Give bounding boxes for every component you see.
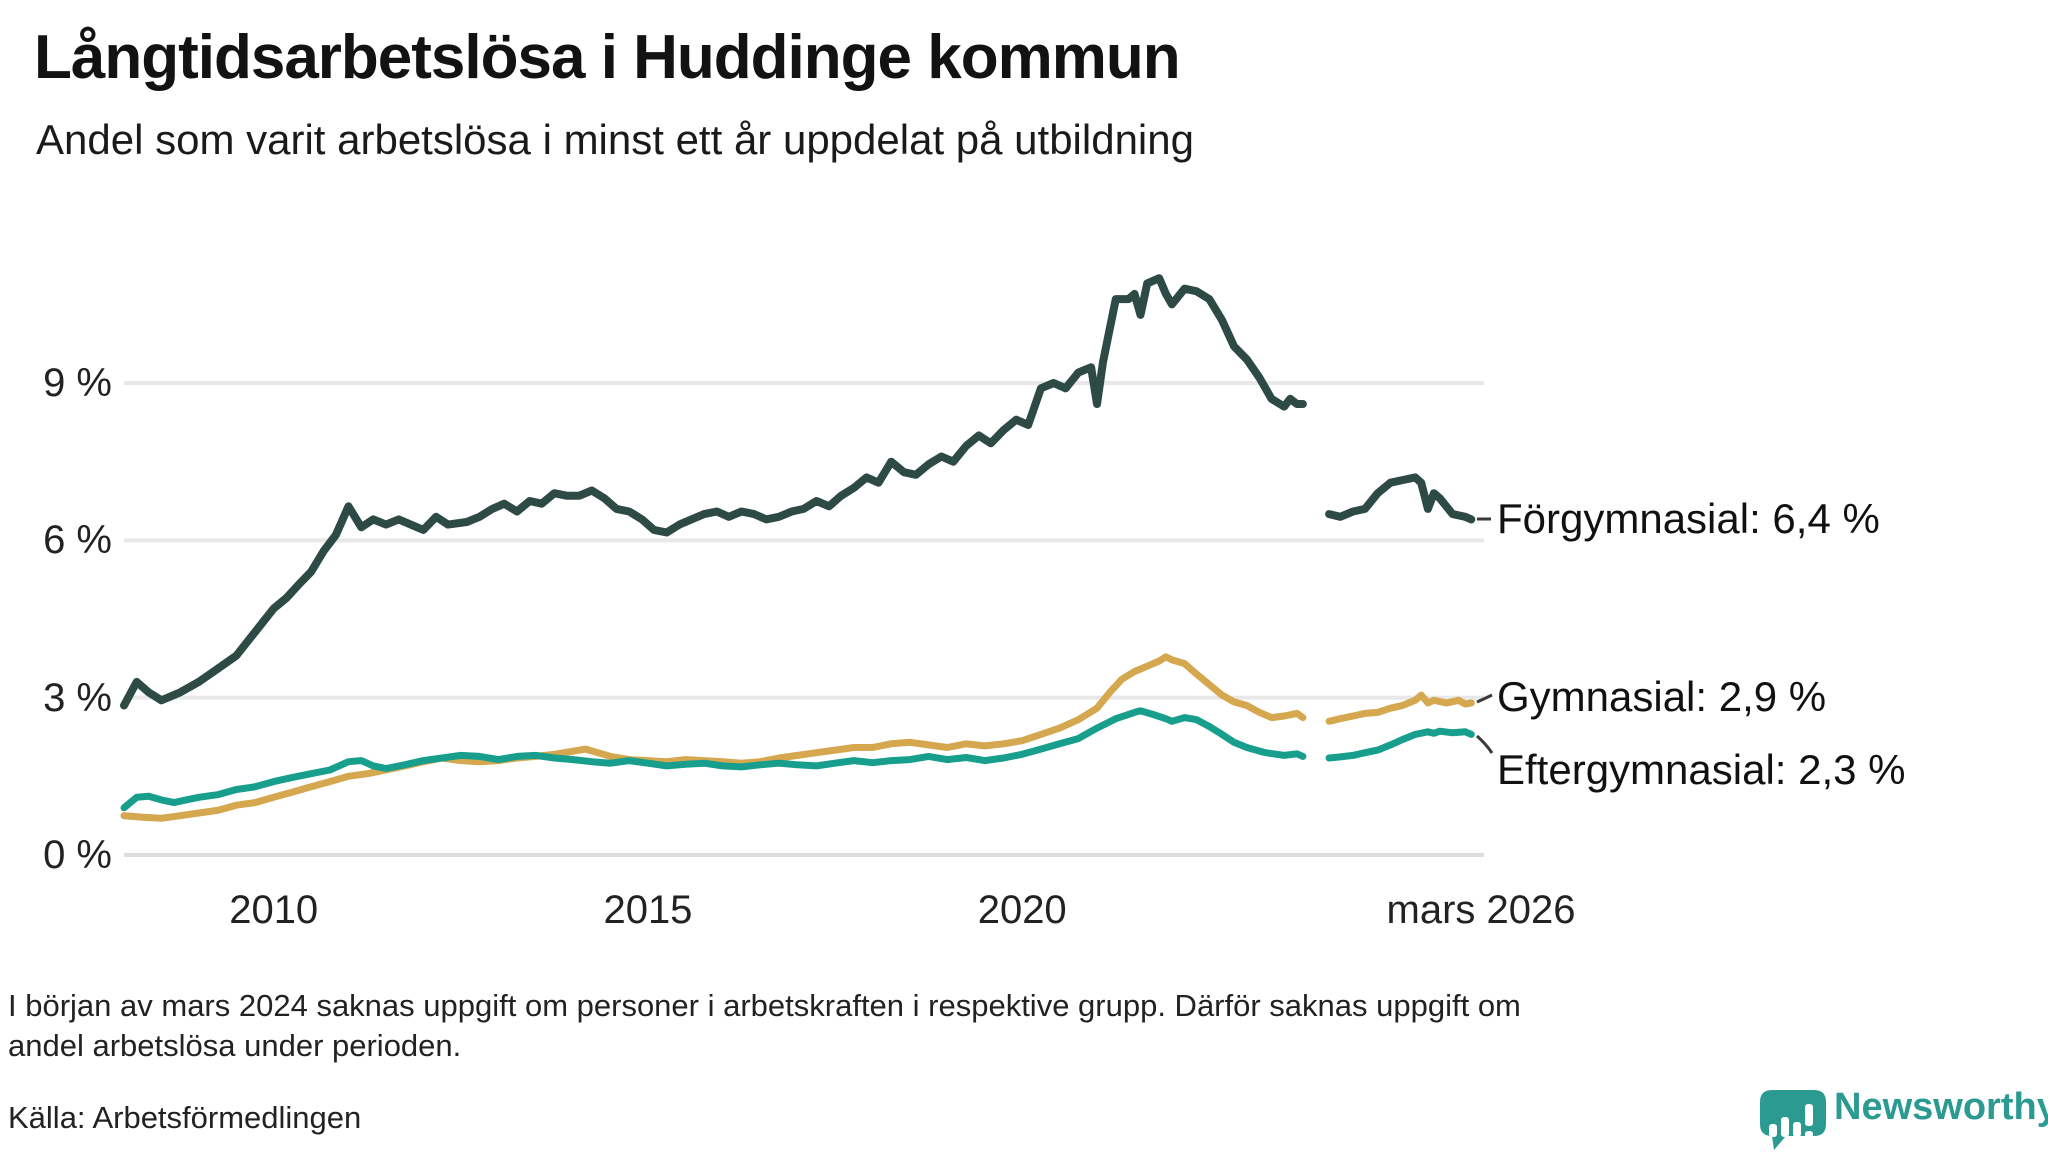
newsworthy-logo: Newsworthy xyxy=(1756,1072,2048,1152)
x-tick-label-2020: 2020 xyxy=(977,888,1067,932)
gridlines xyxy=(124,381,1484,857)
y-tick-label-9pct: 9 % xyxy=(43,361,112,406)
series-label-gymnasial: Gymnasial: 2,9 % xyxy=(1497,673,1827,720)
series-label-forgymnasial: Förgymnasial: 6,4 % xyxy=(1497,495,1880,542)
speech-bubble-bar-chart-icon xyxy=(1760,1090,1826,1150)
x-tick-label-2015: 2015 xyxy=(603,888,693,932)
x-tick-label-mars-2026: mars 2026 xyxy=(1386,888,1576,932)
footnote-line-1: I början av mars 2024 saknas uppgift om … xyxy=(8,988,1521,1023)
x-tick-label-2010: 2010 xyxy=(229,888,319,932)
label-connector-lines xyxy=(1476,517,1494,754)
series-line-forgymnasial-segment-2 xyxy=(1325,473,1476,524)
series-line-gymnasial-segment-1 xyxy=(120,653,1307,822)
series-line-forgymnasial-segment-1 xyxy=(120,274,1307,710)
source-note: Källa: Arbetsförmedlingen xyxy=(8,1100,362,1135)
connector-gymnasial xyxy=(1476,693,1493,704)
page-title: Långtidsarbetslösa i Huddinge kommun xyxy=(34,23,1181,92)
y-tick-label-6pct: 6 % xyxy=(43,518,112,563)
y-tick-label-0pct: 0 % xyxy=(43,833,112,877)
connector-eftergymnasial xyxy=(1476,734,1494,754)
newsworthy-wordmark: Newsworthy xyxy=(1834,1086,2048,1128)
page-subtitle: Andel som varit arbetslösa i minst ett å… xyxy=(36,116,1194,163)
series-label-eftergymnasial: Eftergymnasial: 2,3 % xyxy=(1497,746,1906,793)
data-series-lines xyxy=(120,274,1476,822)
series-line-eftergymnasial-segment-1 xyxy=(120,707,1307,812)
series-line-gymnasial-segment-2 xyxy=(1325,691,1475,725)
series-line-eftergymnasial-segment-2 xyxy=(1325,727,1475,762)
y-tick-label-3pct: 3 % xyxy=(43,675,112,720)
footnote-line-2: andel arbetslösa under perioden. xyxy=(8,1028,462,1063)
